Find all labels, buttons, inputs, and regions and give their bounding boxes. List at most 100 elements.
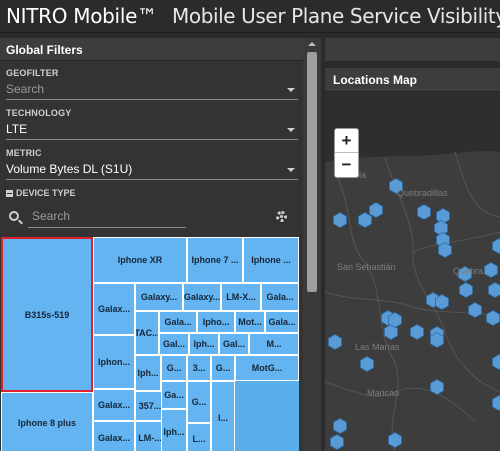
map-label-quebradillas: Quebradillas <box>397 188 448 198</box>
device-tile[interactable]: Ga... <box>161 381 187 409</box>
map-canvas[interactable]: + − Isabela Quebradillas San Sebastián Q… <box>325 92 500 451</box>
device-tile[interactable]: Gal... <box>159 333 189 355</box>
device-tile[interactable]: Ipho... <box>197 311 235 333</box>
device-tile[interactable]: Mot... <box>235 311 265 333</box>
map-border-line <box>454 151 500 218</box>
metric-select[interactable]: Volume Bytes DL (S1U) <box>6 160 298 180</box>
device-tile[interactable]: Iphone XR <box>93 237 187 283</box>
zoom-in-button[interactable]: + <box>335 129 358 153</box>
map-label-las-marias: Las Marías <box>355 342 400 352</box>
location-marker <box>492 354 500 370</box>
device-tile[interactable]: 357... <box>135 391 165 421</box>
device-tile[interactable]: Gala... <box>159 311 197 333</box>
location-marker <box>458 266 472 282</box>
device-tile[interactable]: L... <box>187 423 211 451</box>
map-label-maricao: Maricao <box>367 388 400 398</box>
location-marker <box>438 242 452 258</box>
map-label-quebra: Quebra... <box>453 266 491 276</box>
map-border-line <box>334 171 399 451</box>
device-tile[interactable]: Galax... <box>93 421 135 451</box>
location-marker <box>388 432 402 448</box>
geofilter-placeholder: Search <box>6 82 45 96</box>
device-tile[interactable]: Iphon... <box>93 335 135 389</box>
map-border-line <box>325 381 476 423</box>
zoom-control: + − <box>334 128 359 178</box>
device-tile[interactable]: Galaxy... <box>135 283 183 311</box>
search-icon <box>9 211 19 221</box>
location-marker <box>360 356 374 372</box>
device-search-input[interactable]: Search <box>28 206 186 228</box>
device-tile[interactable]: Gal... <box>219 333 249 355</box>
location-marker <box>435 294 449 310</box>
zoom-out-button[interactable]: − <box>341 155 352 174</box>
device-tile[interactable]: LM-... <box>135 421 165 451</box>
map-label-san-sebastian: San Sebastián <box>337 262 396 272</box>
location-marker <box>488 282 500 298</box>
collapse-icon[interactable] <box>6 189 13 197</box>
device-tile[interactable]: Iph... <box>189 333 219 355</box>
location-marker <box>333 212 347 228</box>
app-header: NITRO Mobile™ Mobile User Plane Service … <box>0 0 500 33</box>
geofilter-label: GEOFILTER <box>6 68 59 78</box>
device-tile[interactable]: Galax... <box>93 389 135 421</box>
geofilter-select[interactable]: Search <box>6 80 298 100</box>
filters-scrollbar[interactable] <box>303 38 321 451</box>
location-marker <box>492 238 500 254</box>
device-tile[interactable]: G... <box>161 355 187 381</box>
device-tile[interactable]: Iphone 7 ... <box>187 237 243 283</box>
device-tile[interactable]: Gala... <box>265 311 299 333</box>
metric-value: Volume Bytes DL (S1U) <box>6 162 133 176</box>
device-tile[interactable]: G... <box>187 381 211 423</box>
device-search-placeholder: Search <box>32 209 71 223</box>
location-marker <box>369 202 383 218</box>
device-tile[interactable]: Iphone ... <box>243 237 299 283</box>
location-marker <box>328 334 342 350</box>
device-tile[interactable]: LM-X... <box>221 283 261 311</box>
technology-label: TECHNOLOGY <box>6 108 72 118</box>
device-tile[interactable]: TAC... <box>135 311 159 355</box>
technology-value: LTE <box>6 122 28 136</box>
location-marker <box>468 302 482 318</box>
location-marker <box>410 324 424 340</box>
device-tile[interactable]: M... <box>249 333 299 355</box>
scroll-up-arrow-icon[interactable] <box>308 42 316 46</box>
device-tile[interactable]: I... <box>211 381 235 451</box>
location-marker <box>430 332 444 348</box>
metric-label: METRIC <box>6 148 42 158</box>
location-marker <box>459 282 473 298</box>
land-area <box>325 151 500 451</box>
device-tile[interactable]: Galaxy... <box>183 283 221 311</box>
global-filters-title: Global Filters <box>0 38 303 61</box>
device-tile[interactable]: MotG... <box>235 355 299 381</box>
global-filters-panel: Global Filters GEOFILTER Search TECHNOLO… <box>0 38 303 451</box>
device-tile[interactable]: Iph... <box>161 409 187 451</box>
device-tile[interactable]: Galax... <box>93 283 135 335</box>
device-search-row: Search <box>6 206 298 230</box>
location-marker <box>430 379 444 395</box>
locations-map-panel: Locations Map + − Isabela Quebradillas S… <box>325 68 500 451</box>
device-type-treemap: B315s-519 Iphone 8 plus Iphone XR Iphone 7 … <box>1 237 299 451</box>
chevron-down-icon <box>287 128 295 132</box>
location-marker <box>330 434 344 450</box>
top-panel-header <box>325 38 500 61</box>
map-border-line <box>412 231 500 253</box>
map-border-line <box>444 331 500 393</box>
map-layer <box>325 151 500 451</box>
device-tile[interactable]: Iphone 8 plus <box>1 392 93 451</box>
location-marker <box>484 262 498 278</box>
location-marker <box>417 204 431 220</box>
device-tile[interactable]: G... <box>211 355 235 381</box>
device-tile[interactable]: Gala... <box>261 283 299 311</box>
location-marker <box>384 324 398 340</box>
device-type-section[interactable]: DEVICE TYPE <box>6 188 76 198</box>
gear-icon[interactable] <box>276 211 287 222</box>
location-marker <box>358 212 372 228</box>
location-marker <box>388 312 402 328</box>
device-tile[interactable]: B315s-519 <box>1 237 93 392</box>
scrollbar-thumb[interactable] <box>307 52 317 292</box>
device-tile[interactable]: 3... <box>187 355 211 381</box>
locations-map-title: Locations Map <box>325 68 500 92</box>
technology-select[interactable]: LTE <box>6 120 298 140</box>
page-title: Mobile User Plane Service Visibility <box>172 4 500 28</box>
device-tile[interactable]: Iph... <box>135 355 161 391</box>
